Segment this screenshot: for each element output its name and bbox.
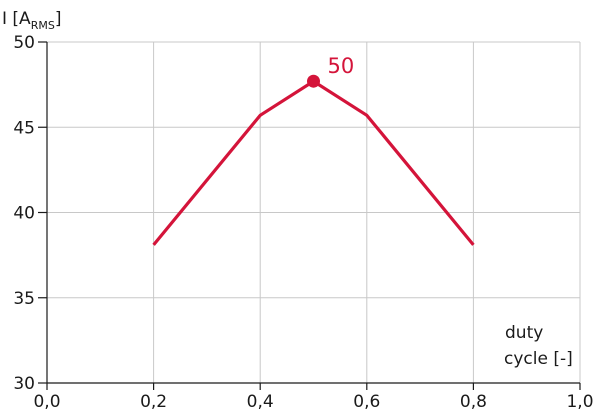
y-axis-title: I [ARMS] <box>2 9 61 32</box>
y-axis-title-subscript: RMS <box>31 19 55 32</box>
x-tick-label: 0,6 <box>353 392 380 411</box>
peak-annotation-label: 50 <box>328 54 355 78</box>
y-tick-label: 45 <box>13 118 35 138</box>
x-tick-label: 0,0 <box>33 392 60 411</box>
y-axis-title-close: ] <box>55 9 62 29</box>
series: 50 <box>152 54 475 246</box>
x-tick-label: 1,0 <box>566 392 593 411</box>
series-line <box>152 79 475 246</box>
tick-labels: 30 35 40 45 50 0,0 0,2 0,4 0,6 0,8 1,0 <box>13 33 593 411</box>
y-tick-label: 30 <box>13 374 35 394</box>
peak-point-marker <box>307 74 320 88</box>
y-tick-label: 50 <box>13 33 35 53</box>
x-tick-label: 0,8 <box>460 392 487 411</box>
x-tick-label: 0,4 <box>247 392 274 411</box>
axes <box>38 41 581 390</box>
x-axis-title-line2: cycle [-] <box>504 349 573 369</box>
y-tick-label: 40 <box>13 204 35 224</box>
x-tick-label: 0,2 <box>140 392 167 411</box>
grid-lines <box>47 41 581 383</box>
y-tick-label: 35 <box>13 289 35 309</box>
x-axis-title-line1: duty <box>505 323 543 343</box>
y-axis-title-main: I [A <box>2 9 31 29</box>
